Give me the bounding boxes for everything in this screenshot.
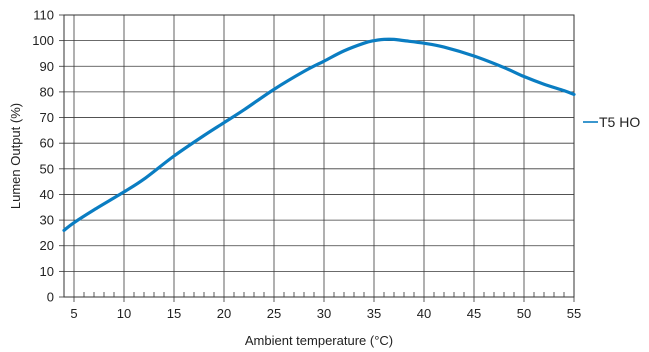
x-tick-label: 25 <box>267 306 281 321</box>
y-tick-label: 90 <box>40 59 54 74</box>
series-line-t5-ho <box>62 37 576 232</box>
x-tick-label: 55 <box>567 306 581 321</box>
y-tick-label: 70 <box>40 110 54 125</box>
y-tick-label: 0 <box>47 290 54 305</box>
x-axis-title: Ambient temperature (°C) <box>245 333 393 348</box>
x-tick-label: 15 <box>167 306 181 321</box>
tick-labels: 5 10 15 20 25 30 35 40 45 50 55 0 10 20 30 40 50 60 70 80 90… <box>32 8 581 322</box>
y-tick-label: 10 <box>40 264 54 279</box>
y-tick-label: 30 <box>40 213 54 228</box>
legend: T5 HO <box>583 114 640 130</box>
grid <box>64 14 575 298</box>
y-tick-label: 80 <box>40 84 54 99</box>
y-tick-label: 20 <box>40 238 54 253</box>
y-axis-title: Lumen Output (%) <box>8 103 23 209</box>
x-tick-label: 40 <box>417 306 431 321</box>
x-tick-label: 35 <box>367 306 381 321</box>
y-tick-label: 50 <box>40 161 54 176</box>
axes <box>59 14 575 302</box>
plot-frame <box>63 14 575 298</box>
series-layer <box>62 37 576 232</box>
x-tick-label: 45 <box>467 306 481 321</box>
x-tick-label: 5 <box>70 306 77 321</box>
y-tick-label: 110 <box>33 8 54 23</box>
y-tick-label: 60 <box>40 136 54 151</box>
x-tick-label: 10 <box>117 306 131 321</box>
y-tick-label: 40 <box>40 187 54 202</box>
y-tick-label: 100 <box>32 33 54 48</box>
x-tick-label: 30 <box>317 306 331 321</box>
x-tick-label: 50 <box>517 306 531 321</box>
x-tick-label: 20 <box>217 306 231 321</box>
legend-label-t5-ho: T5 HO <box>599 114 640 130</box>
